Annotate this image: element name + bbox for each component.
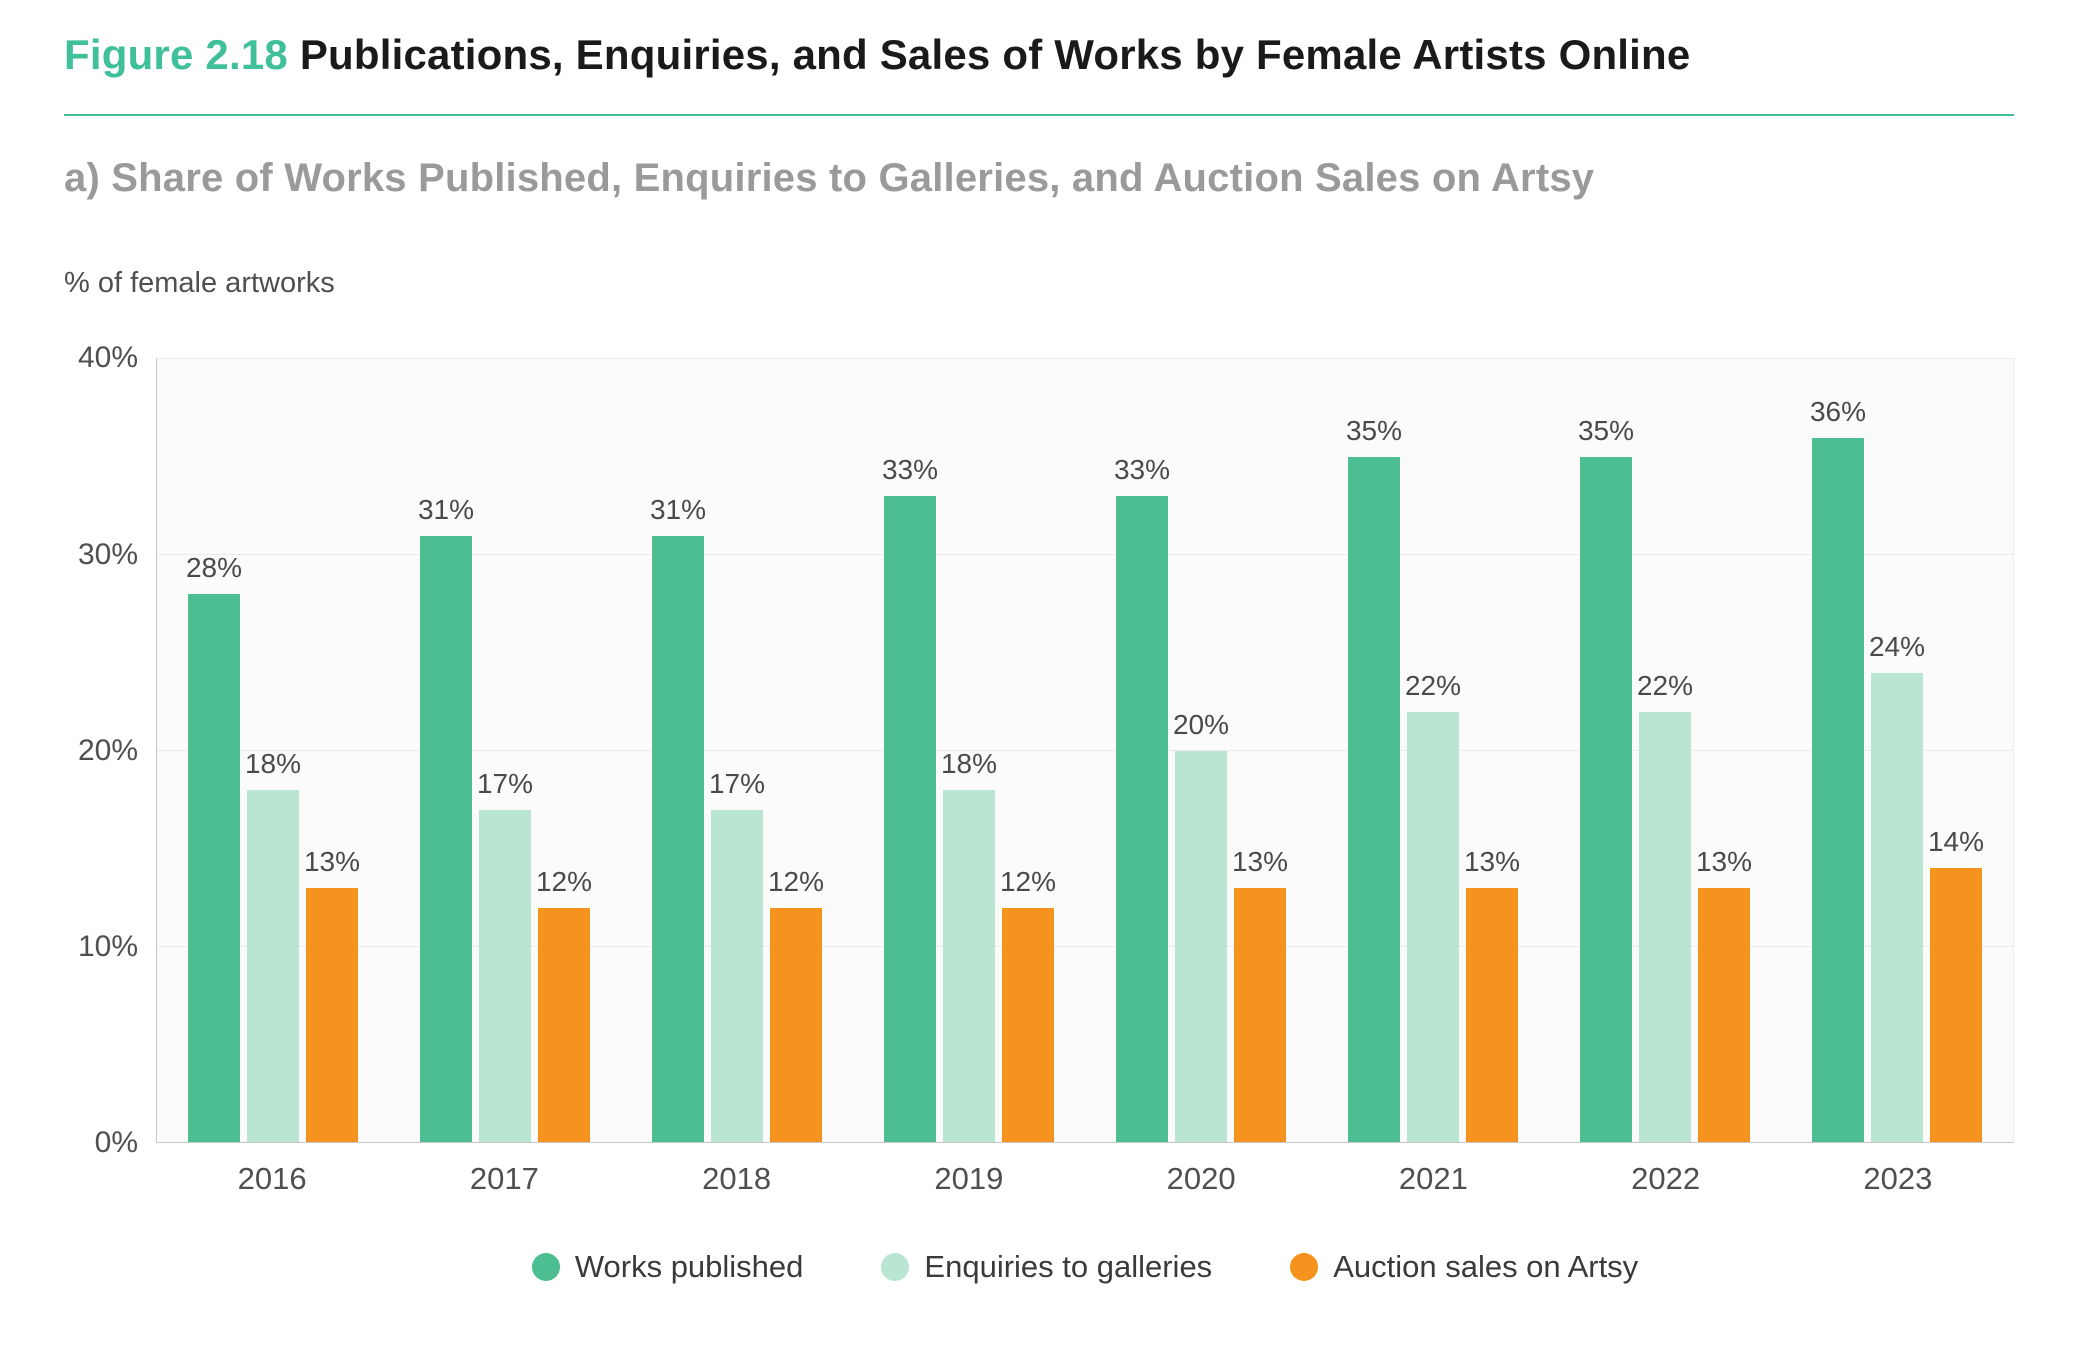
bar-enquiries-to-galleries: 18% bbox=[941, 748, 997, 1143]
bar-auction-sales-on-artsy: 14% bbox=[1928, 826, 1984, 1143]
bar-value-label: 12% bbox=[767, 865, 825, 897]
gridline bbox=[157, 554, 2013, 556]
x-tick-label: 2021 bbox=[1398, 1161, 1468, 1197]
bar-value-label: 17% bbox=[708, 767, 766, 799]
x-tick-label: 2017 bbox=[469, 1161, 539, 1197]
plot-area: 28% 18% 13% 31% 17% 12% 31% 17% 12% 33% 18% 12% 33% 2… bbox=[156, 358, 2014, 1144]
bar-group: 35% 22% 13% bbox=[1549, 359, 1781, 1143]
y-tick-label: 40% bbox=[77, 341, 138, 375]
bar-auction-sales-on-artsy: 13% bbox=[1232, 846, 1288, 1143]
bar-value-label: 28% bbox=[185, 552, 243, 584]
bar-chart: 0% 10% 20% 30% 40% 28% 18% 13% 31% 17% 12% 31% 17% 1… bbox=[64, 342, 2014, 1197]
legend-label: Auction sales on Artsy bbox=[1333, 1249, 1639, 1285]
bar-value-label: 35% bbox=[1345, 415, 1403, 447]
bar-value-label: 33% bbox=[1113, 454, 1171, 486]
bar-value-label: 13% bbox=[1695, 845, 1753, 877]
bar-auction-sales-on-artsy: 12% bbox=[536, 866, 592, 1143]
figure-title-row: Figure 2.18 Publications, Enquiries, and… bbox=[64, 30, 2014, 80]
legend-swatch-works-published bbox=[531, 1253, 560, 1282]
bar-works-published: 35% bbox=[1578, 415, 1634, 1143]
bar-enquiries-to-galleries: 24% bbox=[1869, 631, 1925, 1143]
bar-value-label: 31% bbox=[649, 493, 707, 525]
x-tick-label: 2018 bbox=[702, 1161, 772, 1197]
bar-enquiries-to-galleries: 22% bbox=[1405, 670, 1461, 1143]
bar-enquiries-to-galleries: 18% bbox=[245, 748, 301, 1143]
bar-value-label: 20% bbox=[1172, 708, 1230, 740]
bar-value-label: 22% bbox=[1404, 669, 1462, 701]
legend-item-auction-sales-on-artsy: Auction sales on Artsy bbox=[1290, 1249, 1638, 1285]
bar-group: 33% 20% 13% bbox=[1085, 359, 1317, 1143]
bar-groups: 28% 18% 13% 31% 17% 12% 31% 17% 12% 33% 18% 12% 33% 2… bbox=[157, 359, 2013, 1143]
x-axis: 2016 2017 2018 2019 2020 2021 2022 2023 bbox=[156, 1161, 2014, 1197]
bar-value-label: 12% bbox=[535, 865, 593, 897]
bar-value-label: 24% bbox=[1868, 630, 1926, 662]
legend-item-works-published: Works published bbox=[531, 1249, 804, 1285]
figure-label: Figure 2.18 bbox=[64, 31, 288, 78]
figure-title: Publications, Enquiries, and Sales of Wo… bbox=[299, 31, 1691, 78]
bar-value-label: 13% bbox=[303, 845, 361, 877]
bar-enquiries-to-galleries: 20% bbox=[1173, 709, 1229, 1143]
bar-group: 28% 18% 13% bbox=[157, 359, 389, 1143]
bar-auction-sales-on-artsy: 13% bbox=[1696, 846, 1752, 1143]
y-tick-label: 30% bbox=[77, 537, 138, 571]
bar-group: 35% 22% 13% bbox=[1317, 359, 1549, 1143]
legend-label: Enquiries to galleries bbox=[924, 1249, 1213, 1285]
x-tick-label: 2023 bbox=[1863, 1161, 1933, 1197]
bar-value-label: 33% bbox=[881, 454, 939, 486]
x-tick-label: 2020 bbox=[1166, 1161, 1236, 1197]
x-tick-label: 2022 bbox=[1631, 1161, 1701, 1197]
bar-auction-sales-on-artsy: 13% bbox=[304, 846, 360, 1143]
title-divider-rule bbox=[64, 114, 2014, 117]
bar-group: 36% 24% 14% bbox=[1781, 359, 2013, 1143]
bar-auction-sales-on-artsy: 12% bbox=[768, 866, 824, 1143]
bar-value-label: 13% bbox=[1463, 845, 1521, 877]
y-tick-label: 10% bbox=[77, 930, 138, 964]
bar-value-label: 18% bbox=[244, 748, 302, 780]
bar-value-label: 22% bbox=[1636, 669, 1694, 701]
bar-value-label: 18% bbox=[940, 748, 998, 780]
bar-value-label: 13% bbox=[1231, 845, 1289, 877]
bar-group: 33% 18% 12% bbox=[853, 359, 1085, 1143]
bar-value-label: 12% bbox=[999, 865, 1057, 897]
legend-item-enquiries-to-galleries: Enquiries to galleries bbox=[881, 1249, 1212, 1285]
y-tick-label: 20% bbox=[77, 733, 138, 767]
plot-wrap: 0% 10% 20% 30% 40% 28% 18% 13% 31% 17% 12% 31% 17% 1… bbox=[64, 342, 2014, 1159]
bar-auction-sales-on-artsy: 13% bbox=[1464, 846, 1520, 1143]
bar-works-published: 28% bbox=[186, 552, 242, 1143]
gridline bbox=[157, 749, 2013, 751]
bar-enquiries-to-galleries: 22% bbox=[1637, 670, 1693, 1143]
y-axis-unit-label: % of female artworks bbox=[64, 267, 335, 300]
bar-enquiries-to-galleries: 17% bbox=[709, 768, 765, 1143]
bar-works-published: 35% bbox=[1346, 415, 1402, 1143]
bar-works-published: 31% bbox=[418, 494, 474, 1143]
bar-value-label: 31% bbox=[417, 493, 475, 525]
y-tick-label: 0% bbox=[94, 1126, 138, 1160]
bar-works-published: 33% bbox=[882, 454, 938, 1143]
x-tick-label: 2016 bbox=[237, 1161, 307, 1197]
bar-works-published: 36% bbox=[1810, 396, 1866, 1143]
y-axis: 0% 10% 20% 30% 40% bbox=[64, 342, 156, 1159]
bar-enquiries-to-galleries: 17% bbox=[477, 768, 533, 1143]
legend: Works published Enquiries to galleries Auc… bbox=[156, 1249, 2014, 1285]
gridline bbox=[157, 945, 2013, 947]
legend-label: Works published bbox=[574, 1249, 804, 1285]
bar-value-label: 14% bbox=[1927, 826, 1985, 858]
bar-group: 31% 17% 12% bbox=[389, 359, 621, 1143]
bar-works-published: 31% bbox=[650, 494, 706, 1143]
bar-value-label: 36% bbox=[1809, 395, 1867, 427]
legend-swatch-enquiries-to-galleries bbox=[881, 1253, 910, 1282]
bar-value-label: 35% bbox=[1577, 415, 1635, 447]
bar-works-published: 33% bbox=[1114, 454, 1170, 1143]
bar-group: 31% 17% 12% bbox=[621, 359, 853, 1143]
bar-auction-sales-on-artsy: 12% bbox=[1000, 866, 1056, 1143]
x-tick-label: 2019 bbox=[934, 1161, 1004, 1197]
bar-value-label: 17% bbox=[476, 767, 534, 799]
legend-swatch-auction-sales-on-artsy bbox=[1290, 1253, 1319, 1282]
figure-subtitle: a) Share of Works Published, Enquiries t… bbox=[64, 156, 1595, 201]
